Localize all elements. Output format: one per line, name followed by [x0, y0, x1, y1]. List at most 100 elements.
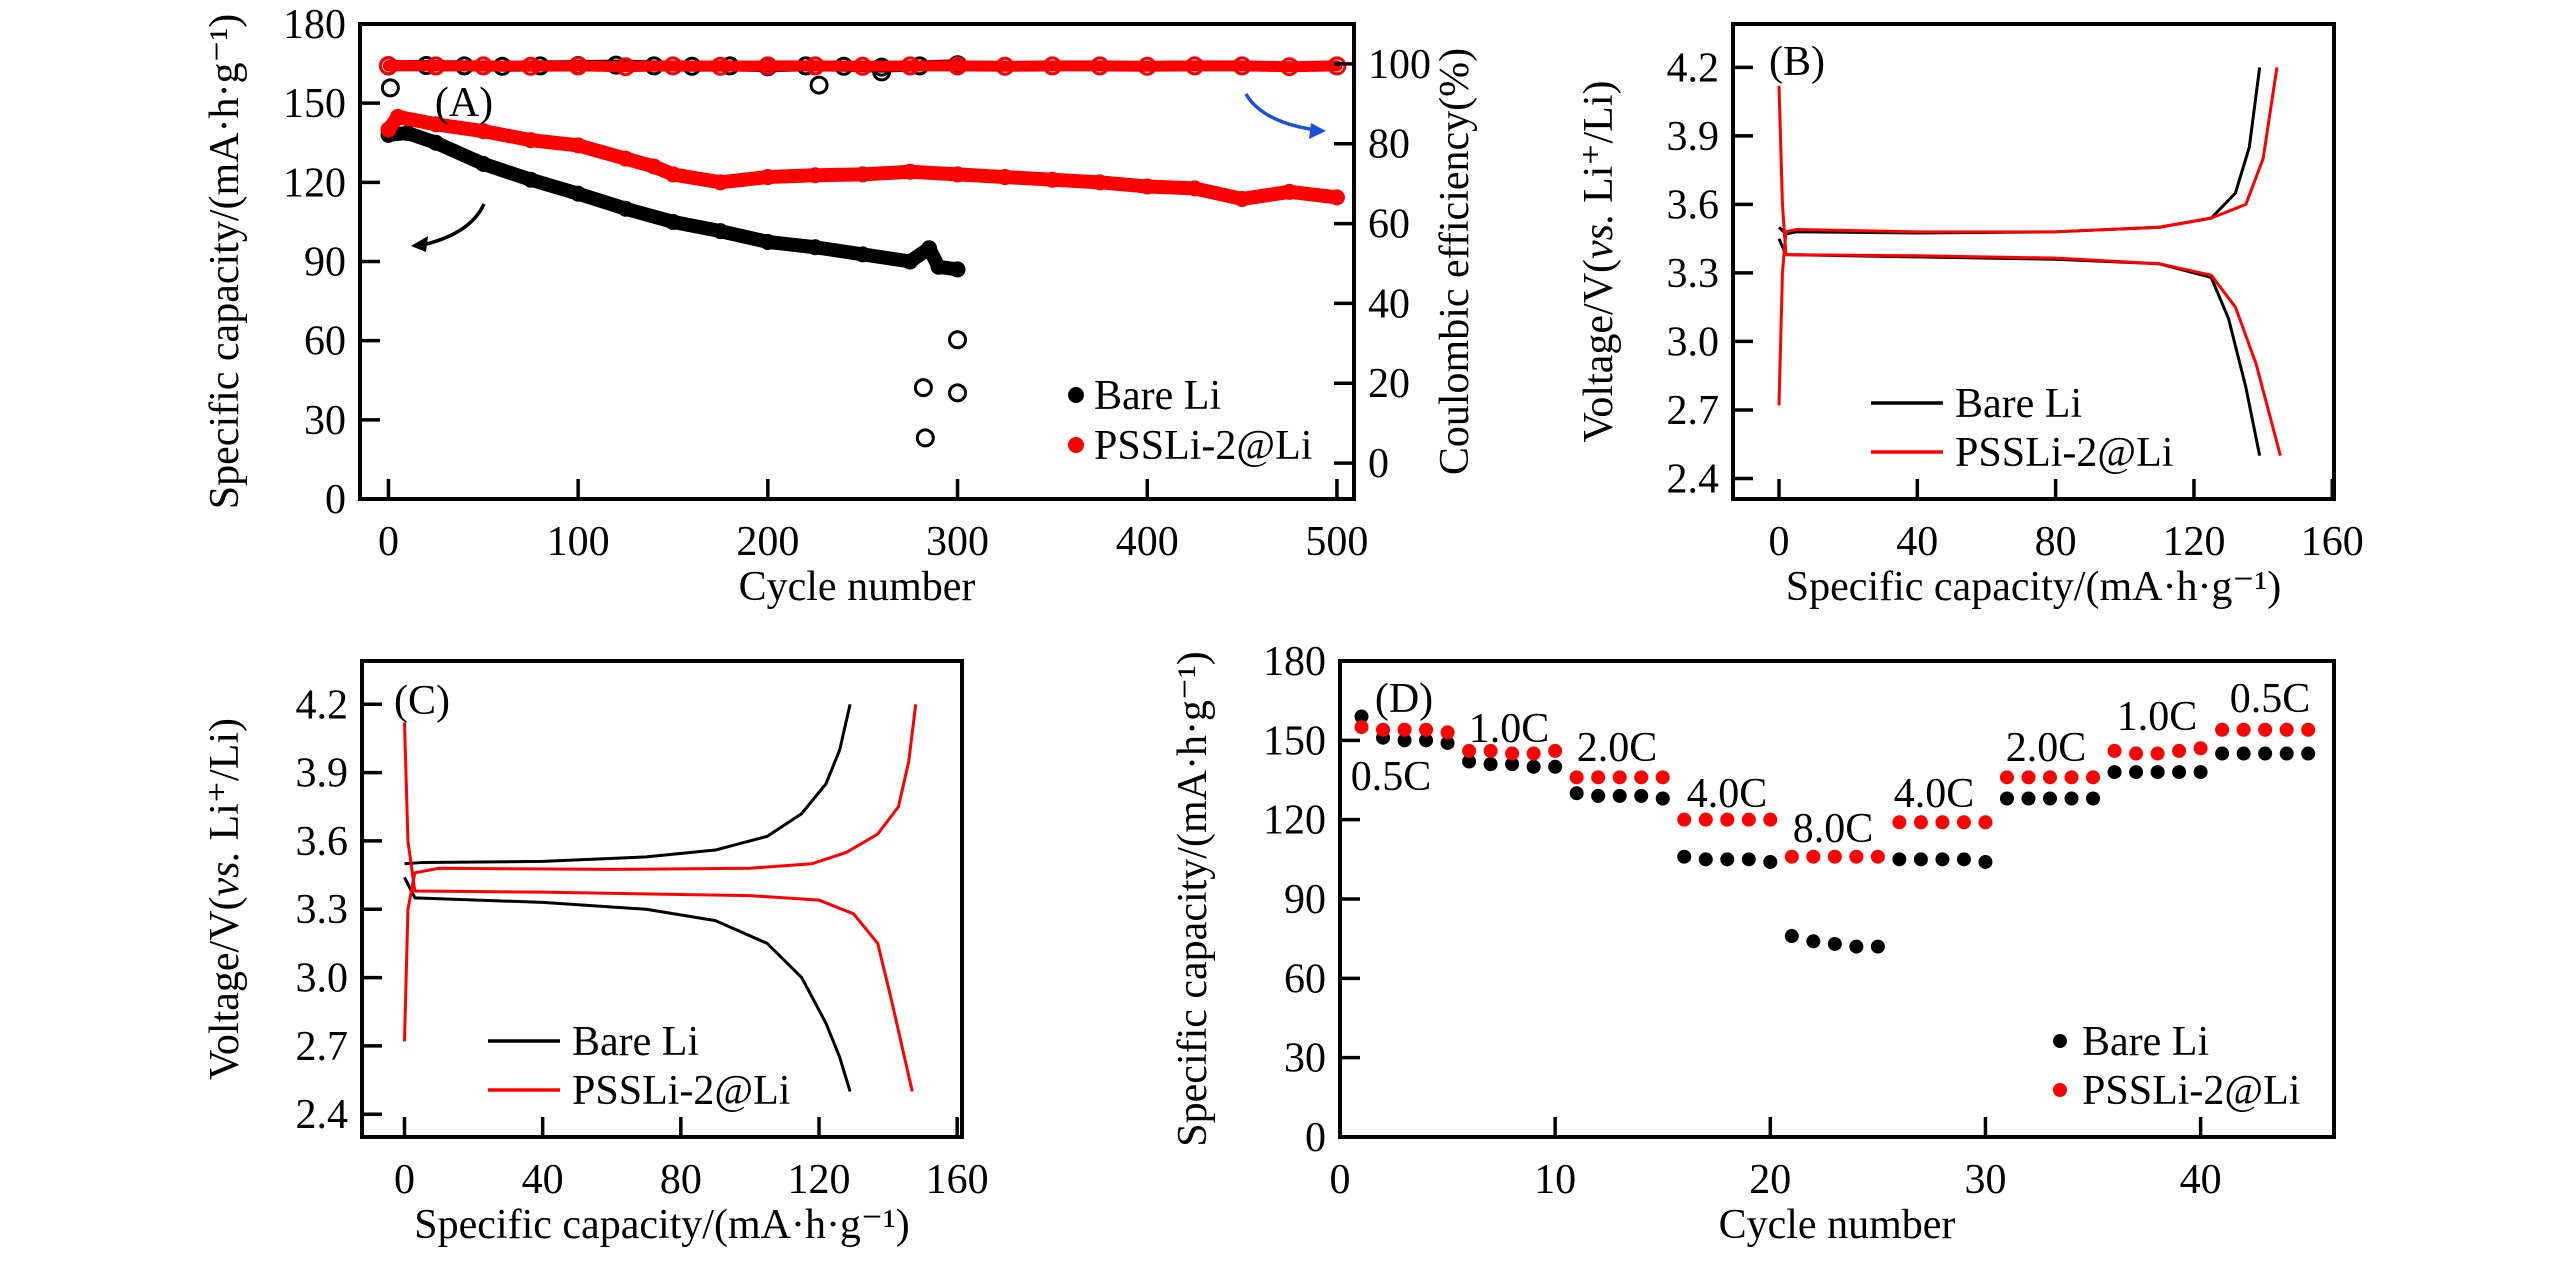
data-point: [712, 174, 729, 191]
y-tick-label: 2.4: [296, 1092, 349, 1138]
data-point: [1505, 757, 1520, 772]
series-capacity-pssli: [380, 108, 1345, 207]
x-tick-label: 300: [926, 519, 989, 565]
data-point: [854, 166, 871, 183]
data-point: [1612, 788, 1627, 803]
y-axis-label-text: Specific capacity/(mA·h·g⁻¹): [202, 14, 248, 509]
data-point: [664, 213, 681, 230]
data-point: [1698, 852, 1713, 867]
outlier-point: [809, 75, 829, 95]
data-point: [1376, 722, 1391, 737]
data-point: [758, 56, 778, 76]
data-point: [2064, 791, 2079, 806]
data-point: [759, 233, 776, 250]
data-point: [930, 258, 947, 275]
panel-label: (D): [1375, 676, 1433, 722]
data-point: [1483, 757, 1498, 772]
rate-label: 4.0C: [1894, 771, 1975, 817]
data-point: [2279, 722, 2294, 737]
outlier-point: [915, 428, 935, 448]
y-tick-label: 120: [1263, 798, 1326, 844]
data-point: [1913, 852, 1928, 867]
data-point: [2193, 741, 2208, 756]
legend-label-bare: Bare Li: [1955, 381, 2082, 427]
data-point: [2215, 746, 2230, 761]
data-point: [1591, 788, 1606, 803]
y2-axis-label: Coulombic efficiency(%): [1432, 48, 1478, 475]
x-tick-label: 200: [736, 519, 799, 565]
data-point: [617, 150, 634, 167]
data-point: [427, 134, 444, 151]
data-point: [1741, 812, 1756, 827]
panel-label: (C): [394, 678, 450, 724]
data-point: [712, 223, 729, 240]
data-point: [2150, 765, 2165, 780]
panel-c: 0 40 80 120 160 2.4 2.7 3.0 3.3 3.6 3.9 4.2 Specific…: [202, 659, 989, 1248]
series-capacity-bare: [380, 124, 966, 278]
data-point: [1999, 770, 2014, 785]
y-axis-label-italic: vs.: [202, 851, 248, 897]
coulombic_efficiency-trace: [382, 60, 1343, 73]
data-point: [2301, 722, 2316, 737]
data-point: [1698, 812, 1713, 827]
data-point: [1091, 174, 1108, 191]
x-axis-label: Specific capacity/(mA·h·g⁻¹): [414, 1202, 909, 1248]
data-point: [1763, 812, 1778, 827]
data-point: [1397, 733, 1412, 748]
data-point: [1042, 56, 1062, 76]
data-point: [426, 56, 446, 76]
data-point: [1548, 759, 1563, 774]
data-point: [1090, 56, 1110, 76]
rate-label: 2.0C: [2006, 725, 2087, 771]
data-point: [1483, 743, 1498, 758]
data-point: [522, 132, 539, 149]
data-point: [1849, 939, 1864, 954]
y-tick-label: 3.6: [296, 819, 349, 865]
data-point: [902, 163, 919, 180]
data-point: [1935, 815, 1950, 830]
y-tick-label: 2.7: [1667, 388, 1720, 434]
arrowhead-icon: [411, 236, 428, 252]
data-point: [2107, 743, 2122, 758]
data-point: [646, 158, 663, 175]
data-point: [948, 56, 968, 76]
data-point: [1548, 743, 1563, 758]
data-point: [710, 56, 730, 76]
y-tick-label: 3.9: [296, 751, 349, 797]
data-point: [1677, 812, 1692, 827]
legend-label-pssli: PSSLi-2@Li: [572, 1068, 790, 1114]
y-tick-label: 90: [304, 240, 346, 286]
data-point: [921, 240, 938, 257]
data-point: [2021, 791, 2036, 806]
data-point: [949, 166, 966, 183]
x-tick-label: 120: [2162, 519, 2225, 565]
y2-tick-label: 40: [1368, 281, 1410, 327]
x-axis-label: Cycle number: [1719, 1202, 1956, 1248]
data-point: [1806, 934, 1821, 949]
data-point: [2021, 770, 2036, 785]
x-tick-label: 0: [378, 519, 399, 565]
y2-tick-label: 0: [1368, 441, 1389, 487]
panel-label: (B): [1769, 39, 1825, 85]
plot-frame: [1731, 22, 2336, 501]
data-point: [2043, 770, 2057, 785]
capacity-trace: [381, 125, 965, 277]
data-point: [570, 185, 587, 202]
data-point: [996, 169, 1013, 186]
y-axis-label: Voltage/V(vs. Li⁺/Li): [1576, 80, 1622, 442]
data-point: [2172, 765, 2187, 780]
data-point: [1137, 56, 1157, 76]
data-point: [1634, 788, 1649, 803]
data-point: [1526, 746, 1541, 761]
data-point: [1186, 180, 1203, 197]
data-point: [522, 171, 539, 188]
data-point: [1720, 852, 1735, 867]
x-tick-label: 0: [1768, 519, 1789, 565]
y-axis-label: Specific capacity/(mA·h·g⁻¹): [1170, 651, 1216, 1146]
data-point: [853, 56, 873, 76]
rate-label: 0.5C: [2230, 676, 2311, 722]
data-point: [2150, 746, 2165, 761]
rate-label: 8.0C: [1793, 806, 1874, 852]
y-axis-label: Specific capacity/(mA·h·g⁻¹): [202, 14, 248, 509]
data-point: [389, 108, 406, 125]
